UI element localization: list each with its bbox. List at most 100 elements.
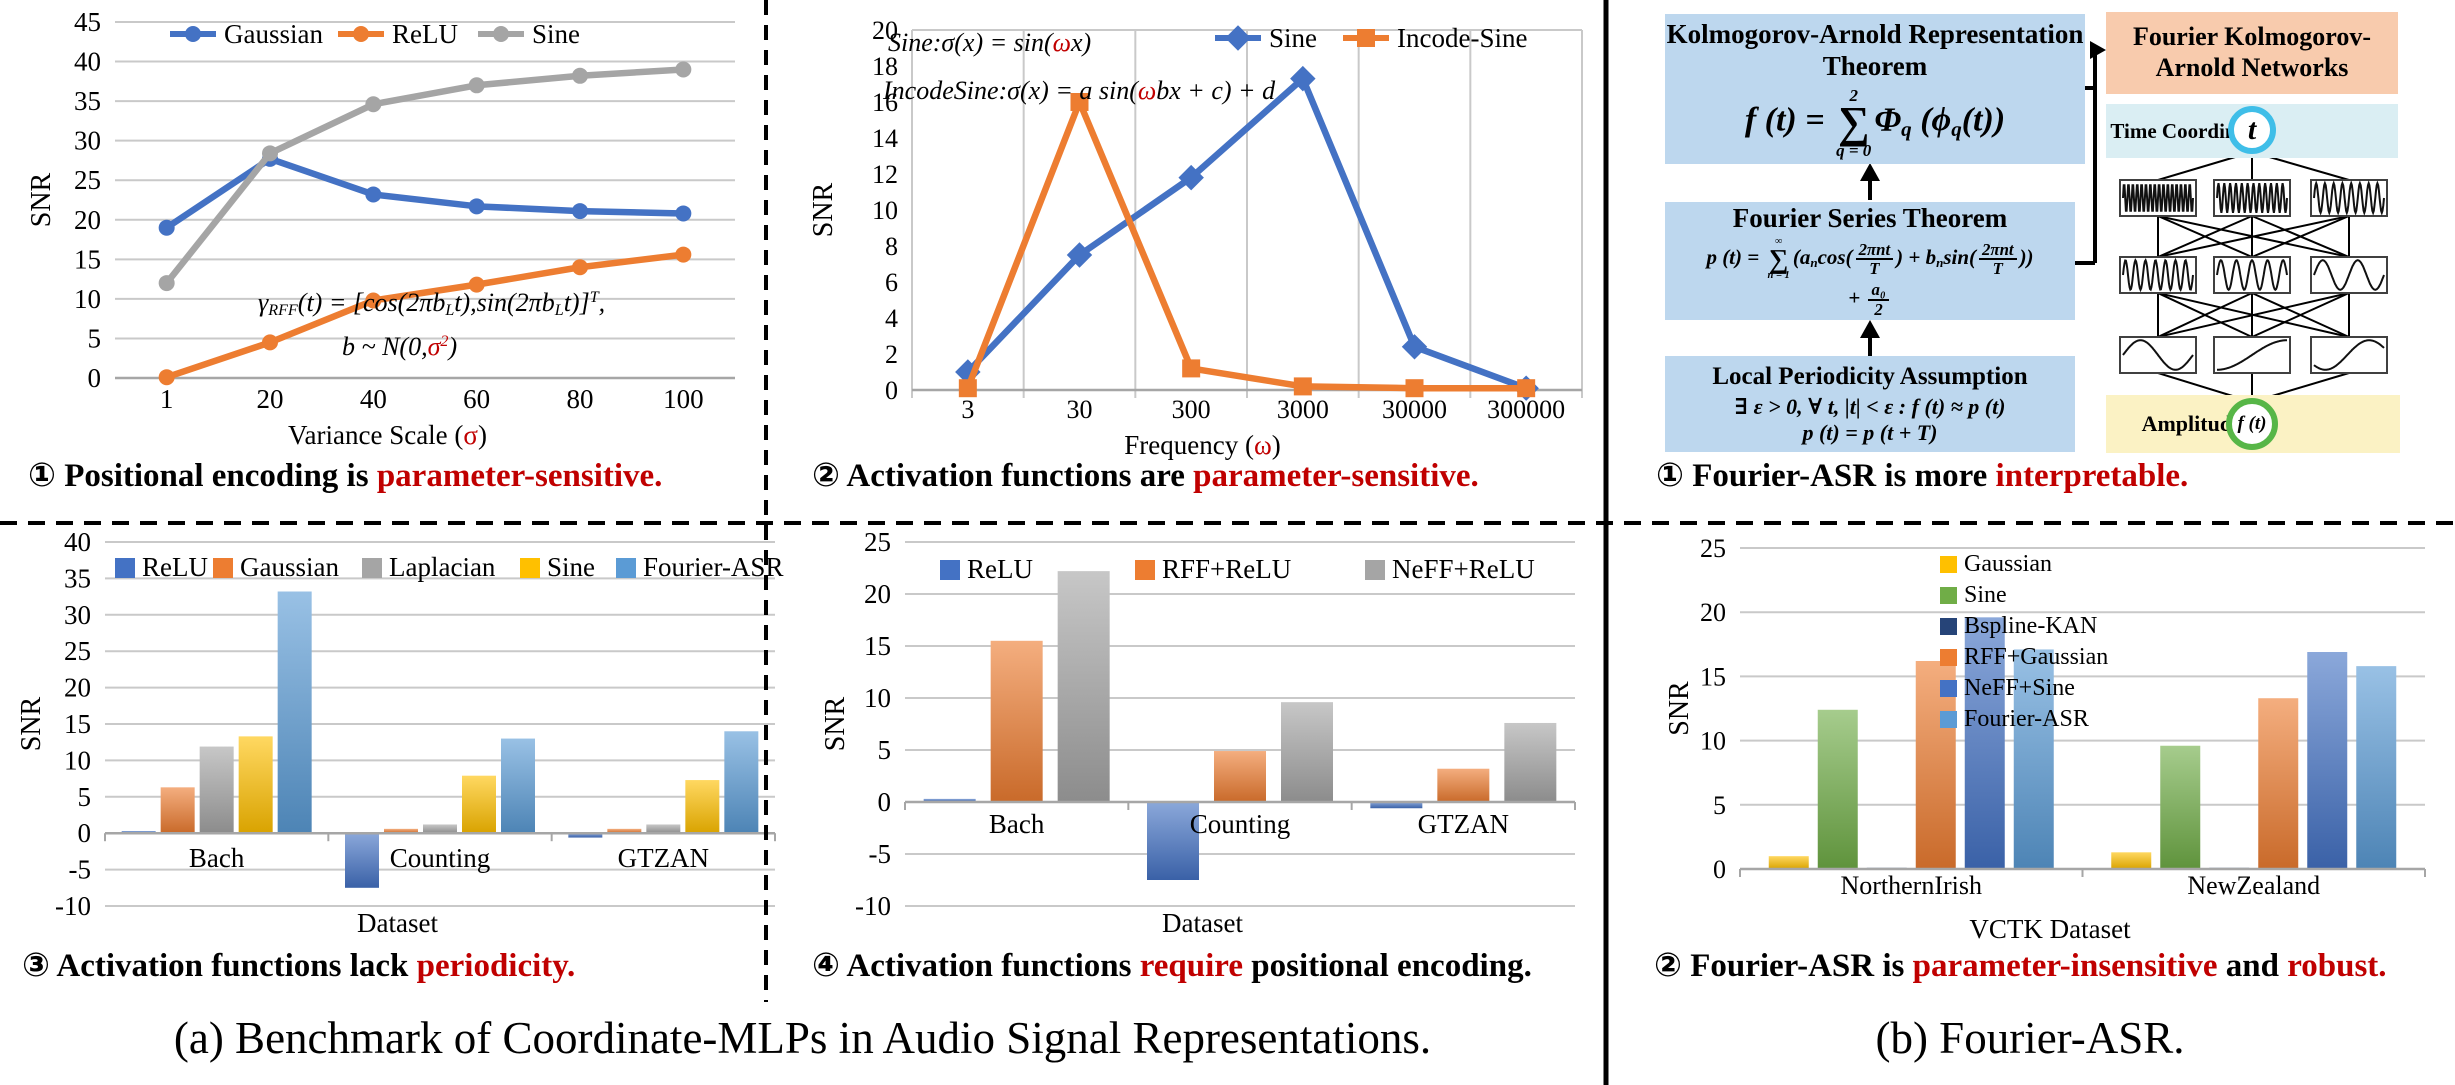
svg-text:NewZealand: NewZealand (2187, 871, 2320, 900)
svg-text:60: 60 (463, 384, 490, 414)
bar-series-Fourier-ASR (277, 591, 759, 834)
chart-annotation: IncodeSine:σ(x) = a sin(ωbx + c) + d (883, 76, 1276, 105)
svg-text:16: 16 (872, 88, 898, 117)
bar-series-RFF+ReLU (990, 640, 1490, 802)
svg-text:ReLU: ReLU (967, 554, 1033, 584)
bar-ReLU-GTZAN (568, 833, 603, 838)
svg-text:RFF+Gaussian: RFF+Gaussian (1964, 644, 2108, 670)
svg-text:45: 45 (74, 7, 101, 37)
svg-text:Bach: Bach (189, 843, 245, 873)
svg-text:10: 10 (64, 745, 91, 775)
waveform-icon (2119, 179, 2197, 217)
svg-text:30: 30 (1067, 395, 1093, 424)
svg-text:300: 300 (1172, 395, 1211, 424)
bar-RFF+ReLU-GTZAN (1437, 768, 1490, 802)
y-axis-label: SNR (1664, 681, 1695, 736)
svg-text:2: 2 (885, 340, 898, 369)
svg-text:3000: 3000 (1277, 395, 1329, 424)
kart-title: Kolmogorov-Arnold Representation Theorem (1666, 19, 2084, 82)
local-formula-1: ∃ ε > 0, ∀ t, |t| < ε : f (t) ≈ p (t) (1734, 393, 2006, 419)
diagram-connections (1860, 41, 2388, 403)
svg-text:20: 20 (864, 579, 891, 609)
chart-activation-frequency-line: 3 30 300 3000 30000 300000 0 2 4 6 8 10 12 14 16 18 20 SN… (800, 6, 1605, 460)
svg-text:10: 10 (872, 196, 898, 225)
bar-series-Fourier-ASR (2013, 649, 2397, 869)
svg-text:ReLU: ReLU (392, 19, 458, 49)
legend-item-ReLU: ReLU (115, 552, 208, 582)
legend-item-NeFF+ReLU: NeFF+ReLU (1365, 554, 1535, 584)
bar-Sine-NewZealand (2160, 745, 2201, 869)
y-axis-label: SNR (820, 696, 851, 751)
svg-text:25: 25 (1700, 534, 1726, 563)
x-axis-label: Dataset (1162, 908, 1243, 938)
legend-item-Incode-Sine: Incode-Sine (1343, 23, 1527, 53)
svg-text:Counting: Counting (1190, 809, 1291, 839)
svg-text:10: 10 (74, 284, 101, 314)
svg-text:Sine: Sine (547, 552, 595, 582)
bar-RFF+ReLU-Bach (990, 640, 1043, 802)
svg-text:-5: -5 (69, 855, 92, 885)
svg-text:Counting: Counting (390, 843, 491, 873)
svg-text:NeFF+Sine: NeFF+Sine (1964, 675, 2075, 701)
fourier-kan-box: Fourier Kolmogorov-Arnold Networks (2106, 12, 2398, 94)
bar-ReLU-GTZAN (1370, 802, 1423, 809)
fourier-title: Fourier Series Theorem (1732, 203, 2008, 234)
chart-positional-encoding-line: 1 20 40 60 80 100 0 5 10 15 20 25 30 35 40 45 SNR Gaussia… (20, 6, 755, 454)
bar-Laplacian-Counting (423, 824, 457, 834)
svg-text:0: 0 (1713, 855, 1726, 884)
svg-text:30: 30 (74, 126, 101, 156)
svg-text:30000: 30000 (1382, 395, 1447, 424)
waveform-icon (2310, 336, 2388, 374)
bar-Fourier-ASR-Counting (501, 738, 535, 834)
svg-text:-10: -10 (55, 891, 91, 921)
svg-text:Fourier-ASR: Fourier-ASR (643, 552, 783, 582)
svg-text:14: 14 (872, 124, 898, 153)
local-formula-2: p (t) = p (t + T) (1802, 419, 1938, 445)
bar-series-Laplacian (199, 746, 681, 834)
bar-series-RFF+Gaussian (1915, 660, 2299, 869)
bar-NeFF+Sine-NewZealand (2307, 652, 2348, 869)
svg-text:20: 20 (74, 205, 101, 235)
waveform-icon (2213, 256, 2291, 294)
svg-text:20: 20 (872, 16, 898, 45)
svg-text:80: 80 (567, 384, 594, 414)
svg-text:Laplacian: Laplacian (389, 552, 496, 582)
waveform-icon (2119, 256, 2197, 294)
svg-text:GTZAN: GTZAN (618, 843, 709, 873)
frequency-line-plot: 3 30 300 3000 30000 300000 0 2 4 6 8 10 12 14 16 18 20 SN… (808, 16, 1583, 424)
svg-text:Bspline-KAN: Bspline-KAN (1964, 613, 2097, 639)
svg-text:-10: -10 (855, 891, 891, 921)
svg-text:35: 35 (74, 86, 101, 116)
svg-text:NorthernIrish: NorthernIrish (1840, 871, 1982, 900)
positional-bar-plot: Bach Counting GTZAN -10 -5 0 5 10 15 20 25 SNR ReLU R… (820, 527, 1576, 921)
waveform-icon (2119, 336, 2197, 374)
legend-item-Fourier-ASR: Fourier-ASR (616, 552, 783, 582)
waveform-icon (2213, 179, 2291, 217)
bar-ReLU-Bach (923, 798, 976, 802)
x-axis-label: Frequency (ω) (1124, 430, 1281, 460)
bar-Fourier-ASR-GTZAN (724, 731, 759, 834)
svg-text:0: 0 (878, 787, 892, 817)
svg-text:8: 8 (885, 232, 898, 261)
svg-text:25: 25 (74, 165, 101, 195)
bar-Sine-Bach (238, 736, 273, 834)
bar-Laplacian-GTZAN (646, 824, 681, 834)
bar-NeFF+ReLU-GTZAN (1504, 722, 1557, 802)
local-title: Local Periodicity Assumption (1712, 363, 2028, 391)
svg-text:5: 5 (88, 323, 102, 353)
svg-text:20: 20 (257, 384, 284, 414)
svg-text:Sine: Sine (1964, 582, 2007, 608)
legend-item-Bspline-KAN: Bspline-KAN (1940, 613, 2097, 639)
bar-Gaussian-Bach (160, 787, 195, 834)
legend-item-RFF+Gaussian: RFF+Gaussian (1940, 644, 2108, 670)
bar-Fourier-ASR-NorthernIrish (2013, 649, 2054, 869)
vctk-bar-plot: NorthernIrish NewZealand 0 5 10 15 20 25 SNR Gaus… (1664, 534, 2426, 900)
caption-1-interpretable: ① Fourier-ASR is more interpretable. (1656, 458, 2189, 494)
svg-text:5: 5 (1713, 791, 1726, 820)
svg-text:ReLU: ReLU (142, 552, 208, 582)
bar-ReLU-Counting (1147, 802, 1199, 880)
svg-text:15: 15 (1700, 662, 1726, 691)
subcaption-a: (a) Benchmark of Coordinate-MLPs in Audi… (173, 1013, 1432, 1063)
svg-text:20: 20 (1700, 598, 1726, 627)
waveform-icon (2310, 256, 2388, 294)
